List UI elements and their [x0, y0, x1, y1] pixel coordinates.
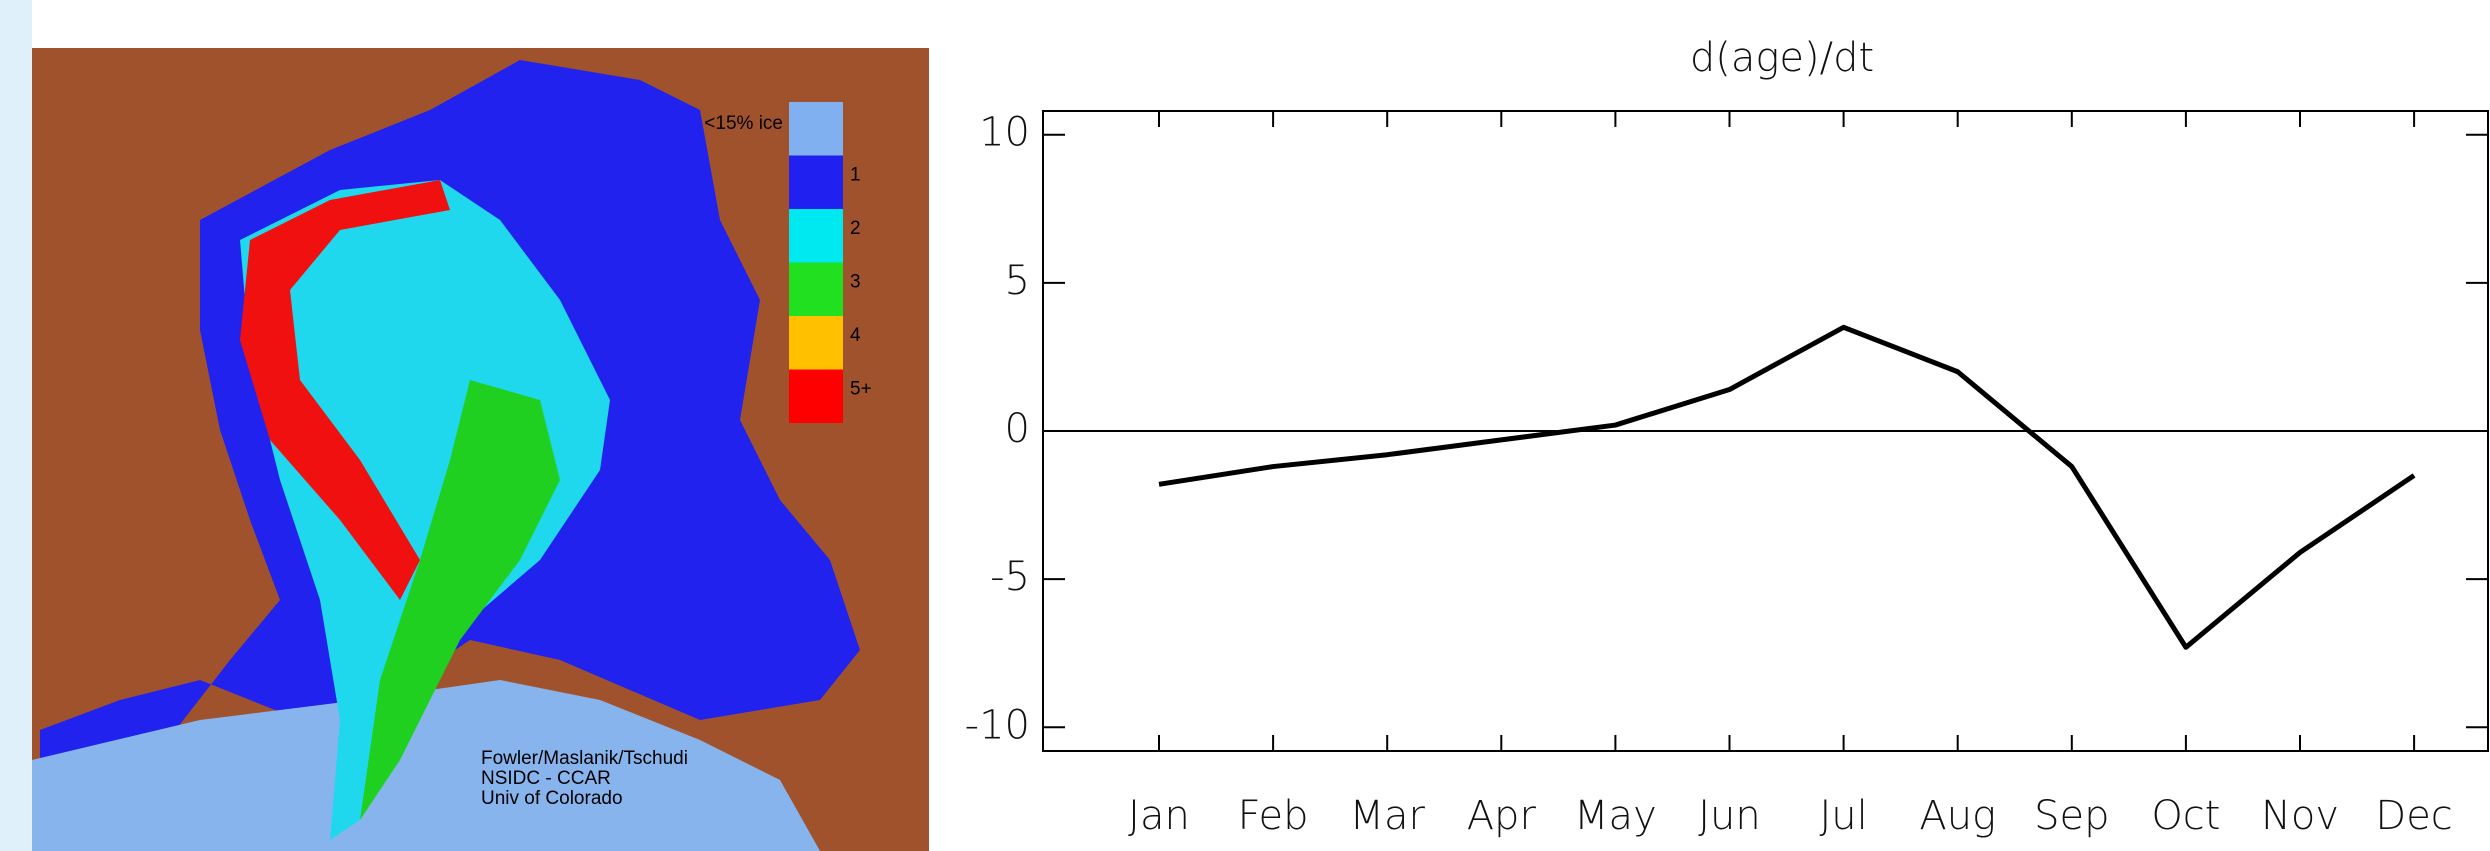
x-tick-label: Apr — [1467, 793, 1537, 839]
y-tick-label: 0 — [1005, 406, 1030, 452]
y-tick-label: 5 — [1005, 258, 1030, 304]
x-tick-label: Mar — [1349, 793, 1425, 839]
x-tick-label: Jan — [1128, 793, 1190, 839]
x-tick-label: Feb — [1238, 793, 1309, 839]
legend-swatch — [789, 155, 843, 209]
x-tick-label: Sep — [2034, 793, 2109, 839]
legend-label: 4 — [850, 325, 861, 346]
plot: -10 -5 0 5 10 Jan Feb Mar Apr May Jun Jul Aug Sep Oct N… — [965, 110, 2488, 839]
credit-line: Fowler/Maslanik/Tschudi — [481, 748, 688, 769]
legend-swatch — [789, 369, 843, 423]
legend-swatch — [789, 209, 843, 263]
map-legend: <15% ice 1 2 3 4 5+ — [704, 102, 872, 423]
side-strip — [0, 0, 32, 851]
ice-2 — [240, 180, 610, 840]
legend-label: 2 — [850, 218, 861, 239]
y-tick-label: 10 — [979, 110, 1030, 156]
open-water — [32, 680, 820, 851]
x-tick-label: Aug — [1919, 793, 1996, 839]
chart-title: d(age)/dt — [1690, 35, 1874, 81]
x-tick-label: May — [1574, 793, 1657, 839]
legend-swatch — [789, 316, 843, 370]
y-tick-label: -5 — [990, 554, 1030, 600]
y-tick-label: -10 — [965, 702, 1030, 748]
x-tick-label: Dec — [2375, 793, 2452, 839]
legend-label: 3 — [850, 272, 861, 293]
legend-label: <15% ice — [704, 113, 783, 134]
x-tick-label: Nov — [2261, 793, 2339, 839]
x-tick-label: Jun — [1698, 793, 1761, 839]
legend-swatch — [789, 262, 843, 316]
x-tick-label: Jul — [1819, 793, 1867, 839]
legend-label: 1 — [850, 165, 861, 186]
data-line — [1158, 324, 2416, 650]
credit-line: Univ of Colorado — [481, 788, 623, 809]
x-tick-label: Oct — [2151, 793, 2220, 839]
legend-swatch — [789, 102, 843, 156]
credit-line: NSIDC - CCAR — [481, 768, 611, 789]
ice-5 — [240, 180, 450, 600]
ice-3 — [360, 380, 560, 820]
legend-label: 5+ — [850, 379, 872, 400]
ice-age-map: <15% ice 1 2 3 4 5+ Fowler/Maslanik/TschudiNS… — [32, 48, 929, 851]
